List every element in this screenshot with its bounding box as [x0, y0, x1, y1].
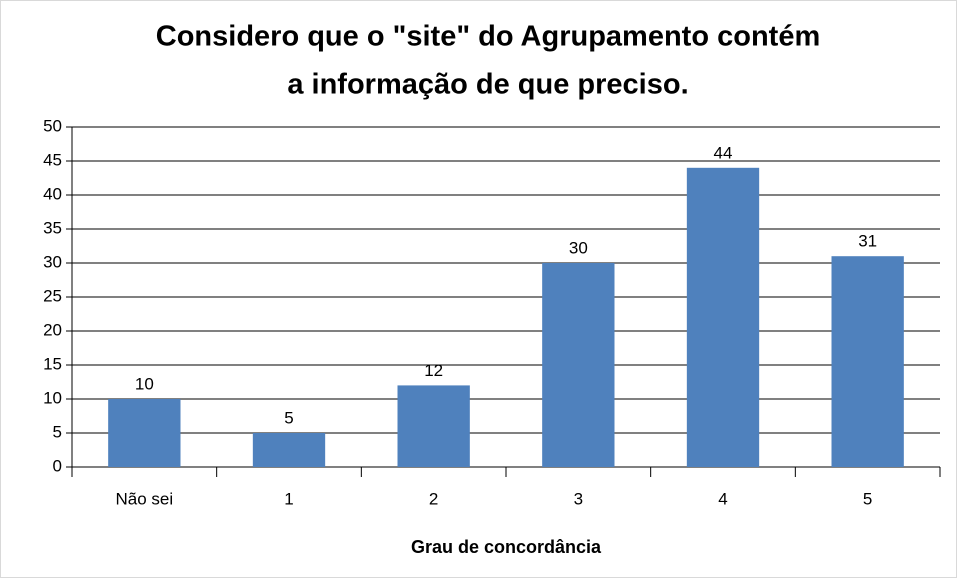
x-tick-label: 4: [718, 489, 727, 508]
x-tick-label: Não sei: [116, 489, 174, 508]
bar: [108, 399, 181, 467]
y-tick-label: 30: [43, 252, 62, 271]
y-tick-label: 40: [43, 184, 62, 203]
bar: [686, 167, 760, 468]
y-tick-label: 35: [43, 218, 62, 237]
x-tick-label: 1: [284, 489, 293, 508]
y-tick-label: 50: [43, 116, 62, 135]
y-tick-label: 0: [53, 456, 62, 475]
y-tick-label: 5: [53, 422, 62, 441]
bar: [397, 385, 470, 467]
y-tick-label: 15: [43, 354, 62, 373]
y-tick-label: 45: [43, 150, 62, 169]
data-label: 10: [135, 374, 154, 393]
x-tick-label: 5: [863, 489, 872, 508]
chart-title: Considero que o "site" do Agrupamento co…: [156, 21, 820, 53]
bar: [542, 263, 615, 467]
data-label: 30: [569, 238, 588, 257]
chart-title: a informação de que preciso.: [287, 69, 688, 101]
x-tick-label: 2: [429, 489, 438, 508]
y-tick-label: 20: [43, 320, 62, 339]
bar: [831, 256, 904, 467]
y-tick-label: 25: [43, 286, 62, 305]
data-label: 12: [424, 361, 443, 380]
data-label: 44: [714, 143, 733, 162]
x-tick-label: 3: [574, 489, 583, 508]
data-label: 31: [858, 232, 877, 251]
y-tick-label: 10: [43, 388, 62, 407]
data-label: 5: [284, 408, 293, 427]
x-axis-label: Grau de concordância: [411, 537, 602, 557]
bar: [252, 433, 326, 467]
